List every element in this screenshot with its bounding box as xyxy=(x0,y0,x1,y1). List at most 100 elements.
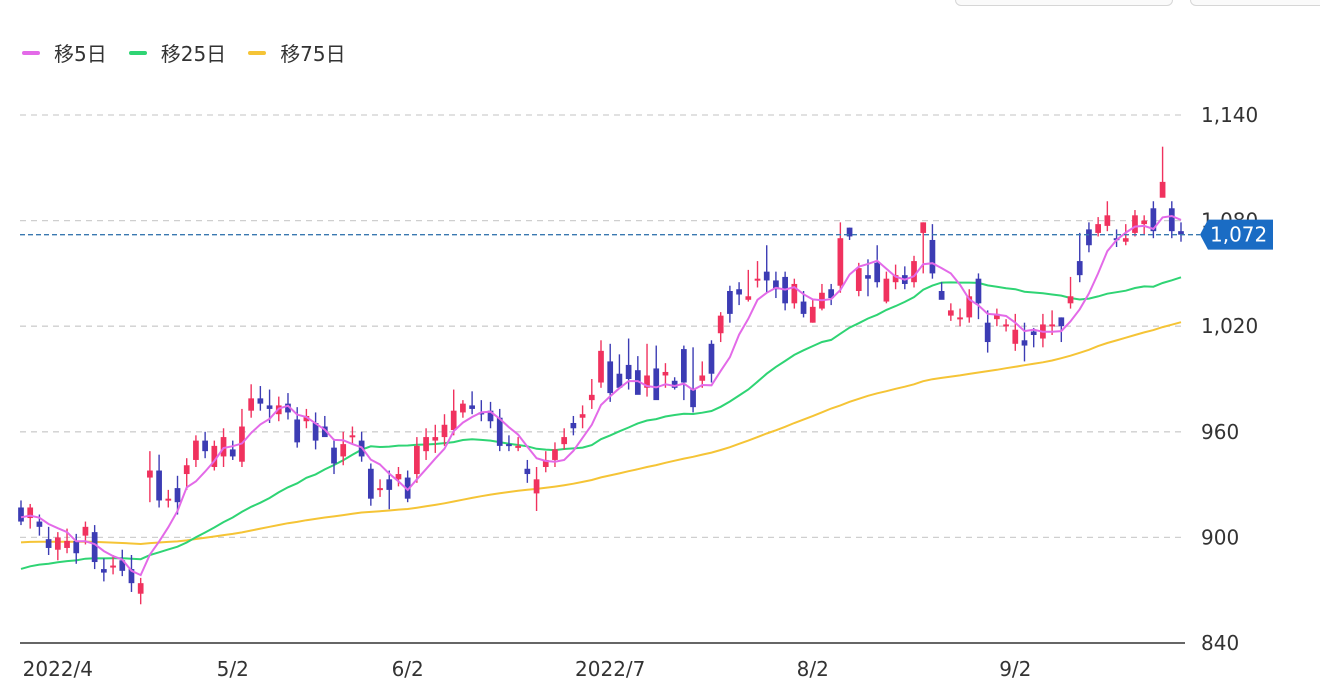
candle-body xyxy=(828,289,835,299)
candle-body xyxy=(45,539,52,548)
candle-body xyxy=(542,459,549,467)
y-tick-label: 1,140 xyxy=(1201,103,1258,127)
range-button-2[interactable] xyxy=(1190,0,1320,6)
candle-body xyxy=(800,301,807,314)
candle-body xyxy=(128,569,135,584)
candle-body xyxy=(18,507,24,522)
ma75-line xyxy=(20,321,1182,546)
x-tick-label: 5/2 xyxy=(217,657,249,681)
ma25-line xyxy=(20,276,1182,570)
candle-body xyxy=(892,275,899,283)
legend-label: 移5日 xyxy=(54,42,107,66)
candle-body xyxy=(331,447,337,464)
candle-body xyxy=(1095,224,1101,233)
y-tick-label: 900 xyxy=(1201,525,1239,549)
candle-body xyxy=(1012,329,1019,344)
candle-body xyxy=(1058,317,1065,327)
candle-body xyxy=(506,444,512,447)
candle-body xyxy=(54,537,61,550)
candle-body xyxy=(855,268,862,291)
candle-body xyxy=(552,449,558,460)
legend-swatch xyxy=(128,50,147,55)
candle-body xyxy=(110,565,116,568)
candle-body xyxy=(533,479,540,494)
candle-body xyxy=(938,291,945,300)
candle-body xyxy=(984,322,991,343)
candle-body xyxy=(561,437,568,445)
candle-body xyxy=(1049,324,1055,327)
candle-body xyxy=(625,364,632,379)
x-tick-label: 6/2 xyxy=(392,657,424,681)
candle-body xyxy=(377,488,383,491)
candle-body xyxy=(717,315,724,334)
candle-body xyxy=(634,370,641,395)
candle-body xyxy=(321,426,328,438)
candle-body xyxy=(607,361,614,394)
candle-body xyxy=(920,222,927,233)
candle-body xyxy=(441,424,448,438)
legend-swatch xyxy=(22,50,40,55)
current-price-tag xyxy=(1200,219,1273,250)
candle-body xyxy=(404,477,411,499)
candle-body xyxy=(957,317,963,320)
candle-body xyxy=(708,343,715,374)
candle-body xyxy=(432,437,439,441)
candle-body xyxy=(671,380,678,388)
current-price-label: 1,072 xyxy=(1210,223,1267,247)
candle-body xyxy=(82,526,89,536)
legend: 移5日 移25日 移75日 xyxy=(22,38,346,67)
candle-body xyxy=(773,280,779,290)
candle-body xyxy=(257,398,264,404)
candle-body xyxy=(929,239,936,274)
candle-body xyxy=(846,227,853,237)
candle-body xyxy=(27,507,34,519)
candle-body xyxy=(294,419,301,443)
candle-body xyxy=(1076,261,1083,276)
candle-body xyxy=(809,306,816,323)
candle-body xyxy=(340,444,347,457)
candle-body xyxy=(515,445,521,448)
candle-body xyxy=(570,423,577,429)
legend-label: 移25日 xyxy=(160,42,227,66)
candle-body xyxy=(496,417,503,446)
candle-body xyxy=(1030,331,1037,335)
legend-ma25[interactable]: 移25日 xyxy=(128,38,227,67)
legend-swatch xyxy=(248,50,267,55)
candle-body xyxy=(266,405,273,409)
candle-body xyxy=(174,488,181,503)
candle-body xyxy=(349,435,356,438)
ma5-line xyxy=(20,214,1182,577)
candle-body xyxy=(653,368,660,401)
candle-body xyxy=(994,313,1000,320)
candle-body xyxy=(588,394,595,401)
candle-body xyxy=(763,271,770,281)
candle-body xyxy=(193,440,199,460)
legend-ma75[interactable]: 移75日 xyxy=(248,38,346,67)
candle-body xyxy=(1021,340,1028,346)
candle-body xyxy=(183,465,190,475)
candle-body xyxy=(386,479,393,490)
candle-body xyxy=(487,410,494,422)
candle-body xyxy=(966,296,973,318)
legend-ma5[interactable]: 移5日 xyxy=(22,38,107,67)
candle-body xyxy=(64,540,70,548)
candle-body xyxy=(285,403,291,413)
candle-body xyxy=(312,423,319,441)
candle-body xyxy=(395,474,402,480)
candle-body xyxy=(1086,229,1092,246)
candle-body xyxy=(469,405,475,409)
candle-body xyxy=(1168,208,1175,232)
candle-body xyxy=(202,440,208,452)
x-tick-label: 8/2 xyxy=(797,657,829,681)
y-tick-label: 960 xyxy=(1201,420,1239,444)
candle-body xyxy=(644,375,650,388)
candle-body xyxy=(1159,181,1166,198)
candle-body xyxy=(229,449,236,457)
x-tick-label: 9/2 xyxy=(999,657,1031,681)
candle-body xyxy=(681,349,687,383)
candle-body xyxy=(947,310,954,316)
candle-body xyxy=(911,261,917,283)
candle-body xyxy=(745,296,752,300)
candle-body xyxy=(1104,215,1111,226)
x-tick-label: 2022/7 xyxy=(575,657,645,681)
